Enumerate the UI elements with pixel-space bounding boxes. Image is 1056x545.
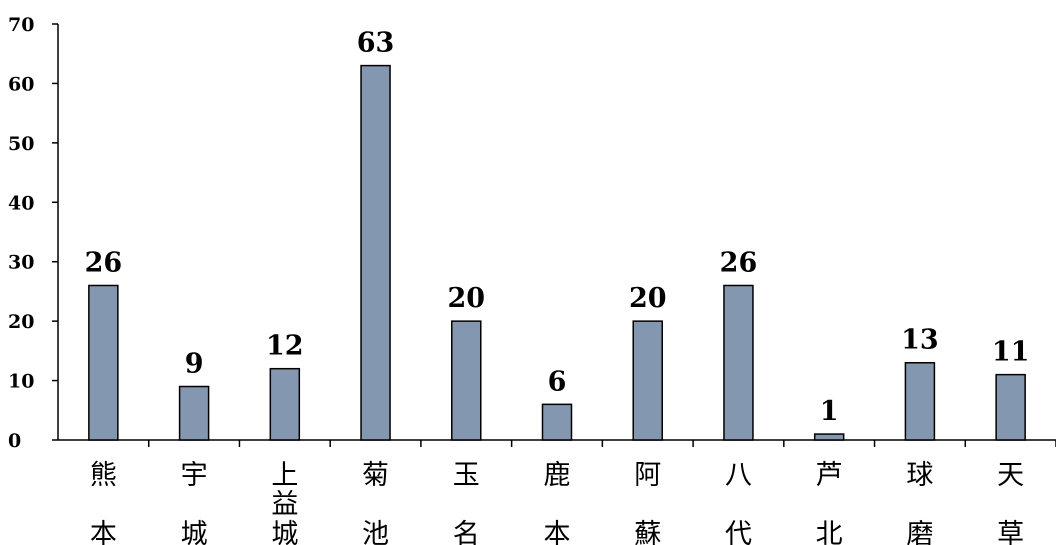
category-label: 宇城 xyxy=(181,460,208,545)
bar xyxy=(723,284,754,441)
category-label: 球磨 xyxy=(906,460,933,545)
plot-area: 0 10 20 30 40 50 60 70 26 熊本 9 宇城 12 上益城 63 菊池 20 玉名 6 鹿本 20… xyxy=(8,14,1056,545)
bar xyxy=(995,373,1026,441)
y-tick-label: 10 xyxy=(8,371,34,393)
data-label: 12 xyxy=(266,331,304,362)
bar xyxy=(269,367,301,441)
data-label: 13 xyxy=(901,325,939,356)
y-tick-label: 60 xyxy=(8,73,34,95)
data-label: 20 xyxy=(629,283,667,314)
category-label: 菊池 xyxy=(362,460,389,545)
data-label: 26 xyxy=(85,247,123,278)
y-tick-label: 40 xyxy=(8,192,34,214)
bar xyxy=(360,64,391,441)
data-label: 9 xyxy=(185,349,204,380)
data-label: 11 xyxy=(992,337,1030,368)
y-tick-label: 30 xyxy=(8,252,34,274)
bar xyxy=(632,320,663,441)
bar xyxy=(88,284,119,441)
bar xyxy=(541,403,573,441)
data-label: 20 xyxy=(447,283,485,314)
category-label: 天草 xyxy=(997,460,1024,545)
y-tick-label: 70 xyxy=(8,14,34,36)
data-label: 6 xyxy=(548,366,567,397)
y-tick-label: 20 xyxy=(8,311,34,333)
bar xyxy=(904,361,936,441)
bar xyxy=(813,433,845,441)
category-label: 玉名 xyxy=(453,460,480,545)
y-tick-label: 0 xyxy=(8,430,21,452)
y-tick-label: 50 xyxy=(8,133,34,155)
category-label: 上益城 xyxy=(271,460,298,545)
bar xyxy=(178,385,210,441)
category-label: 熊本 xyxy=(90,460,117,545)
category-label: 芦北 xyxy=(816,460,843,545)
data-label: 26 xyxy=(720,247,758,278)
data-label: 63 xyxy=(357,28,395,59)
bar xyxy=(451,320,482,441)
category-label: 阿蘇 xyxy=(634,460,661,545)
category-label: 八代 xyxy=(725,460,752,545)
data-label: 1 xyxy=(820,396,839,427)
category-label: 鹿本 xyxy=(544,460,571,545)
